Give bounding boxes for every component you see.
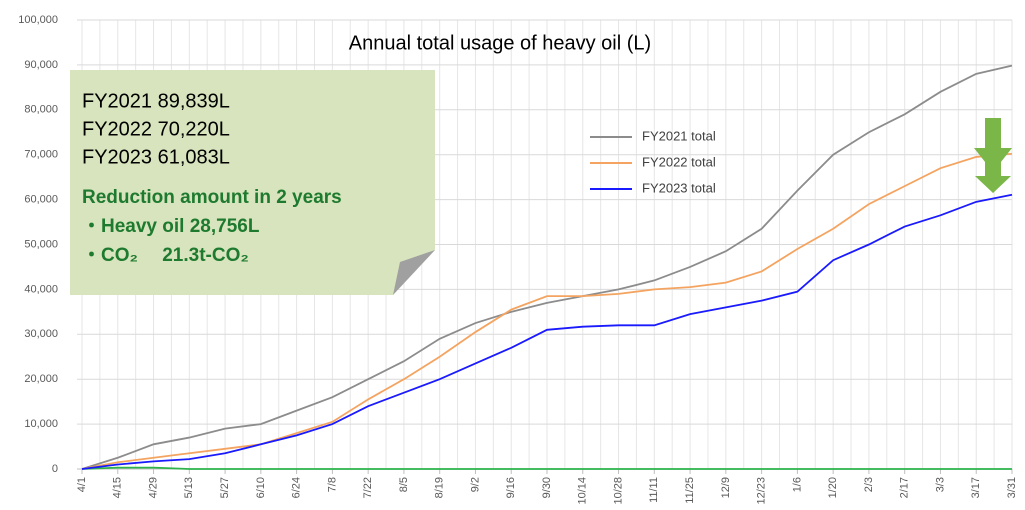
x-tick-label: 10/14 bbox=[577, 477, 589, 505]
x-tick-label: 9/2 bbox=[469, 477, 481, 492]
x-tick-label: 6/24 bbox=[291, 477, 303, 498]
legend: FY2021 total FY2022 total FY2023 total bbox=[590, 128, 716, 195]
series-line bbox=[81, 466, 1012, 470]
x-tick-label: 1/20 bbox=[827, 477, 839, 498]
chart-title: Annual total usage of heavy oil (L) bbox=[349, 32, 651, 54]
y-tick-label: 40,000 bbox=[24, 283, 58, 295]
y-tick-label: 70,000 bbox=[24, 149, 58, 161]
annotation: ・Heavy oil 28,756L bbox=[82, 216, 260, 237]
series-line bbox=[81, 64, 1013, 470]
legend-label: FY2023 total bbox=[642, 180, 716, 195]
x-tick-label: 2/17 bbox=[899, 477, 911, 498]
annotation: FY2023 61,083L bbox=[82, 146, 230, 168]
y-tick-label: 0 bbox=[52, 463, 58, 475]
y-tick-label: 80,000 bbox=[24, 104, 58, 116]
x-tick-label: 6/10 bbox=[255, 477, 267, 498]
x-tick-label: 9/30 bbox=[541, 477, 553, 498]
x-tick-label: 10/28 bbox=[612, 477, 624, 505]
x-tick-label: 5/13 bbox=[183, 477, 195, 498]
x-tick-label: 4/29 bbox=[147, 477, 159, 498]
lines bbox=[81, 64, 1013, 470]
callout-fold bbox=[393, 250, 435, 295]
x-tick-label: 8/19 bbox=[434, 477, 446, 498]
x-tick-label: 12/9 bbox=[720, 477, 732, 498]
series-line bbox=[81, 152, 1013, 470]
x-tick-label: 3/17 bbox=[970, 477, 982, 498]
x-tick-label: 11/11 bbox=[648, 477, 660, 503]
y-tick-label: 20,000 bbox=[24, 373, 58, 385]
annotation: FY2022 70,220L bbox=[82, 118, 230, 140]
y-tick-label: 60,000 bbox=[24, 194, 58, 206]
arrow bbox=[975, 162, 1011, 193]
y-tick-label: 90,000 bbox=[24, 59, 58, 71]
x-tick-label: 12/23 bbox=[756, 477, 768, 505]
arrows bbox=[974, 118, 1012, 193]
callout-box bbox=[70, 70, 435, 295]
y-tick-label: 10,000 bbox=[24, 418, 58, 430]
x-tick-label: 4/1 bbox=[76, 477, 88, 492]
arrow bbox=[974, 118, 1012, 172]
x-tick-label: 7/8 bbox=[326, 477, 338, 492]
y-tick-label: 30,000 bbox=[24, 328, 58, 340]
y-tick-label: 100,000 bbox=[18, 14, 58, 26]
annotation: Reduction amount in 2 years bbox=[82, 187, 342, 208]
x-tick-label: 8/5 bbox=[398, 477, 410, 492]
x-tick-label: 11/25 bbox=[684, 477, 696, 504]
x-tick-label: 4/15 bbox=[112, 477, 124, 498]
callout: FY2021 89,839L FY2022 70,220L FY2023 61,… bbox=[70, 70, 435, 295]
series-line bbox=[81, 193, 1013, 470]
legend-label: FY2022 total bbox=[642, 154, 716, 169]
annotation: FY2021 89,839L bbox=[82, 90, 230, 112]
legend-label: FY2021 total bbox=[642, 128, 716, 143]
x-tick-label: 7/22 bbox=[362, 477, 374, 498]
x-tick-label: 3/3 bbox=[934, 477, 946, 492]
x-tick-label: 3/31 bbox=[1006, 477, 1018, 498]
x-tick-label: 1/6 bbox=[791, 477, 803, 492]
x-tick-label: 9/16 bbox=[505, 477, 517, 498]
y-tick-label: 50,000 bbox=[24, 238, 58, 250]
annotation: ・CO₂ 21.3t-CO₂ bbox=[82, 245, 249, 266]
x-tick-label: 5/27 bbox=[219, 477, 231, 498]
x-tick-label: 2/3 bbox=[863, 477, 875, 492]
